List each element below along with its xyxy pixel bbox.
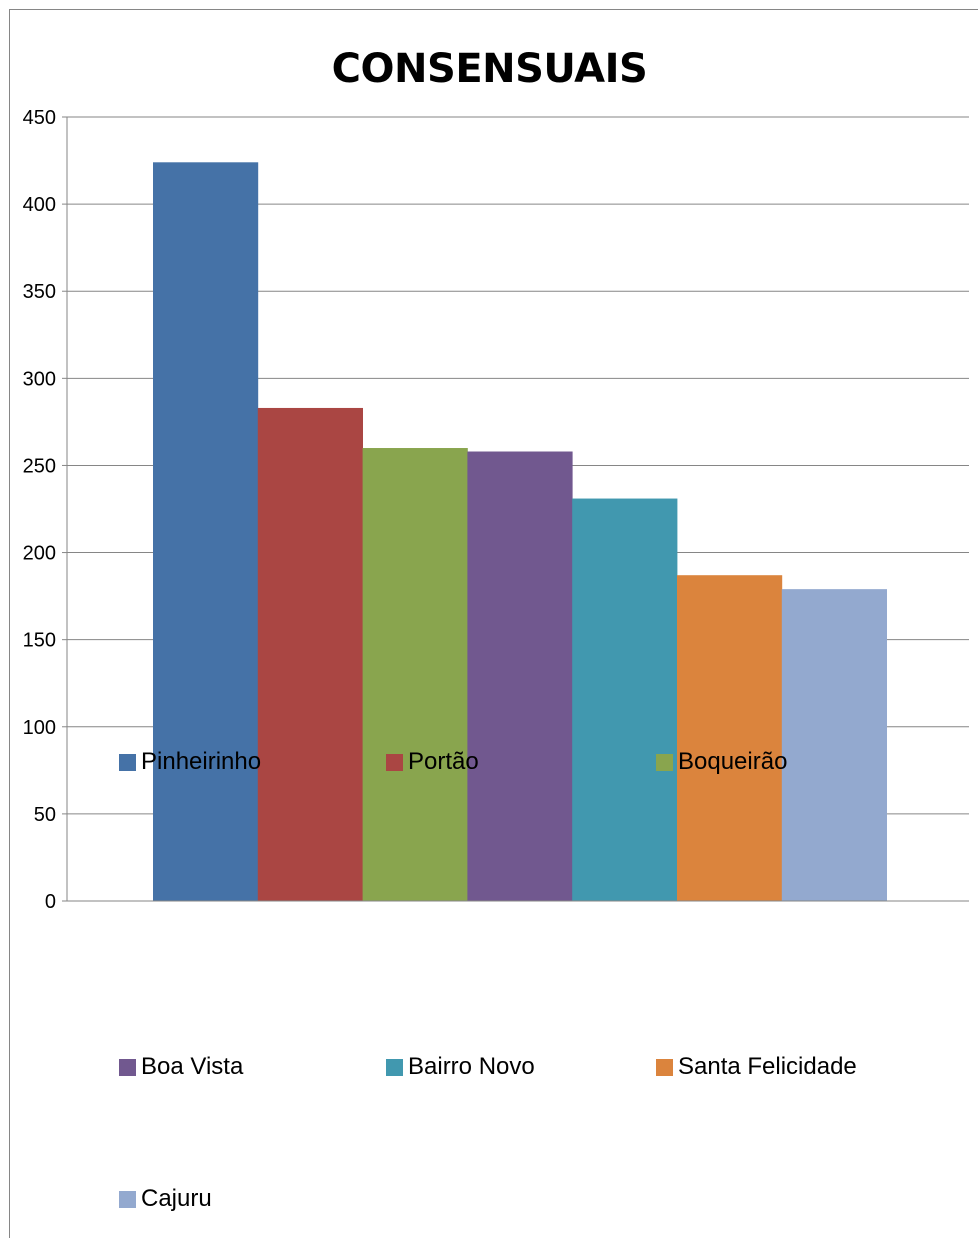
bar-cajuru bbox=[781, 589, 887, 901]
y-tick-label: 400 bbox=[23, 194, 56, 216]
bar-pinheirinho bbox=[153, 162, 259, 901]
y-tick-label: 350 bbox=[23, 281, 56, 303]
bar-santa-felicidade bbox=[677, 575, 783, 901]
chart-title: CONSENSUAIS bbox=[331, 46, 648, 92]
y-tick-label: 250 bbox=[23, 455, 56, 477]
bar-boqueir-o bbox=[362, 448, 468, 901]
y-tick-label: 150 bbox=[23, 630, 56, 652]
y-tick-label: 100 bbox=[23, 717, 56, 739]
y-tick-label: 50 bbox=[34, 804, 56, 826]
bar-bairro-novo bbox=[572, 498, 678, 901]
bar-port-o bbox=[257, 407, 363, 901]
y-tick-label: 300 bbox=[23, 368, 56, 390]
y-tick-label: 450 bbox=[23, 107, 56, 129]
y-tick-label: 200 bbox=[23, 543, 56, 565]
y-tick-label: 0 bbox=[45, 891, 56, 913]
bar-boa-vista bbox=[467, 451, 573, 901]
